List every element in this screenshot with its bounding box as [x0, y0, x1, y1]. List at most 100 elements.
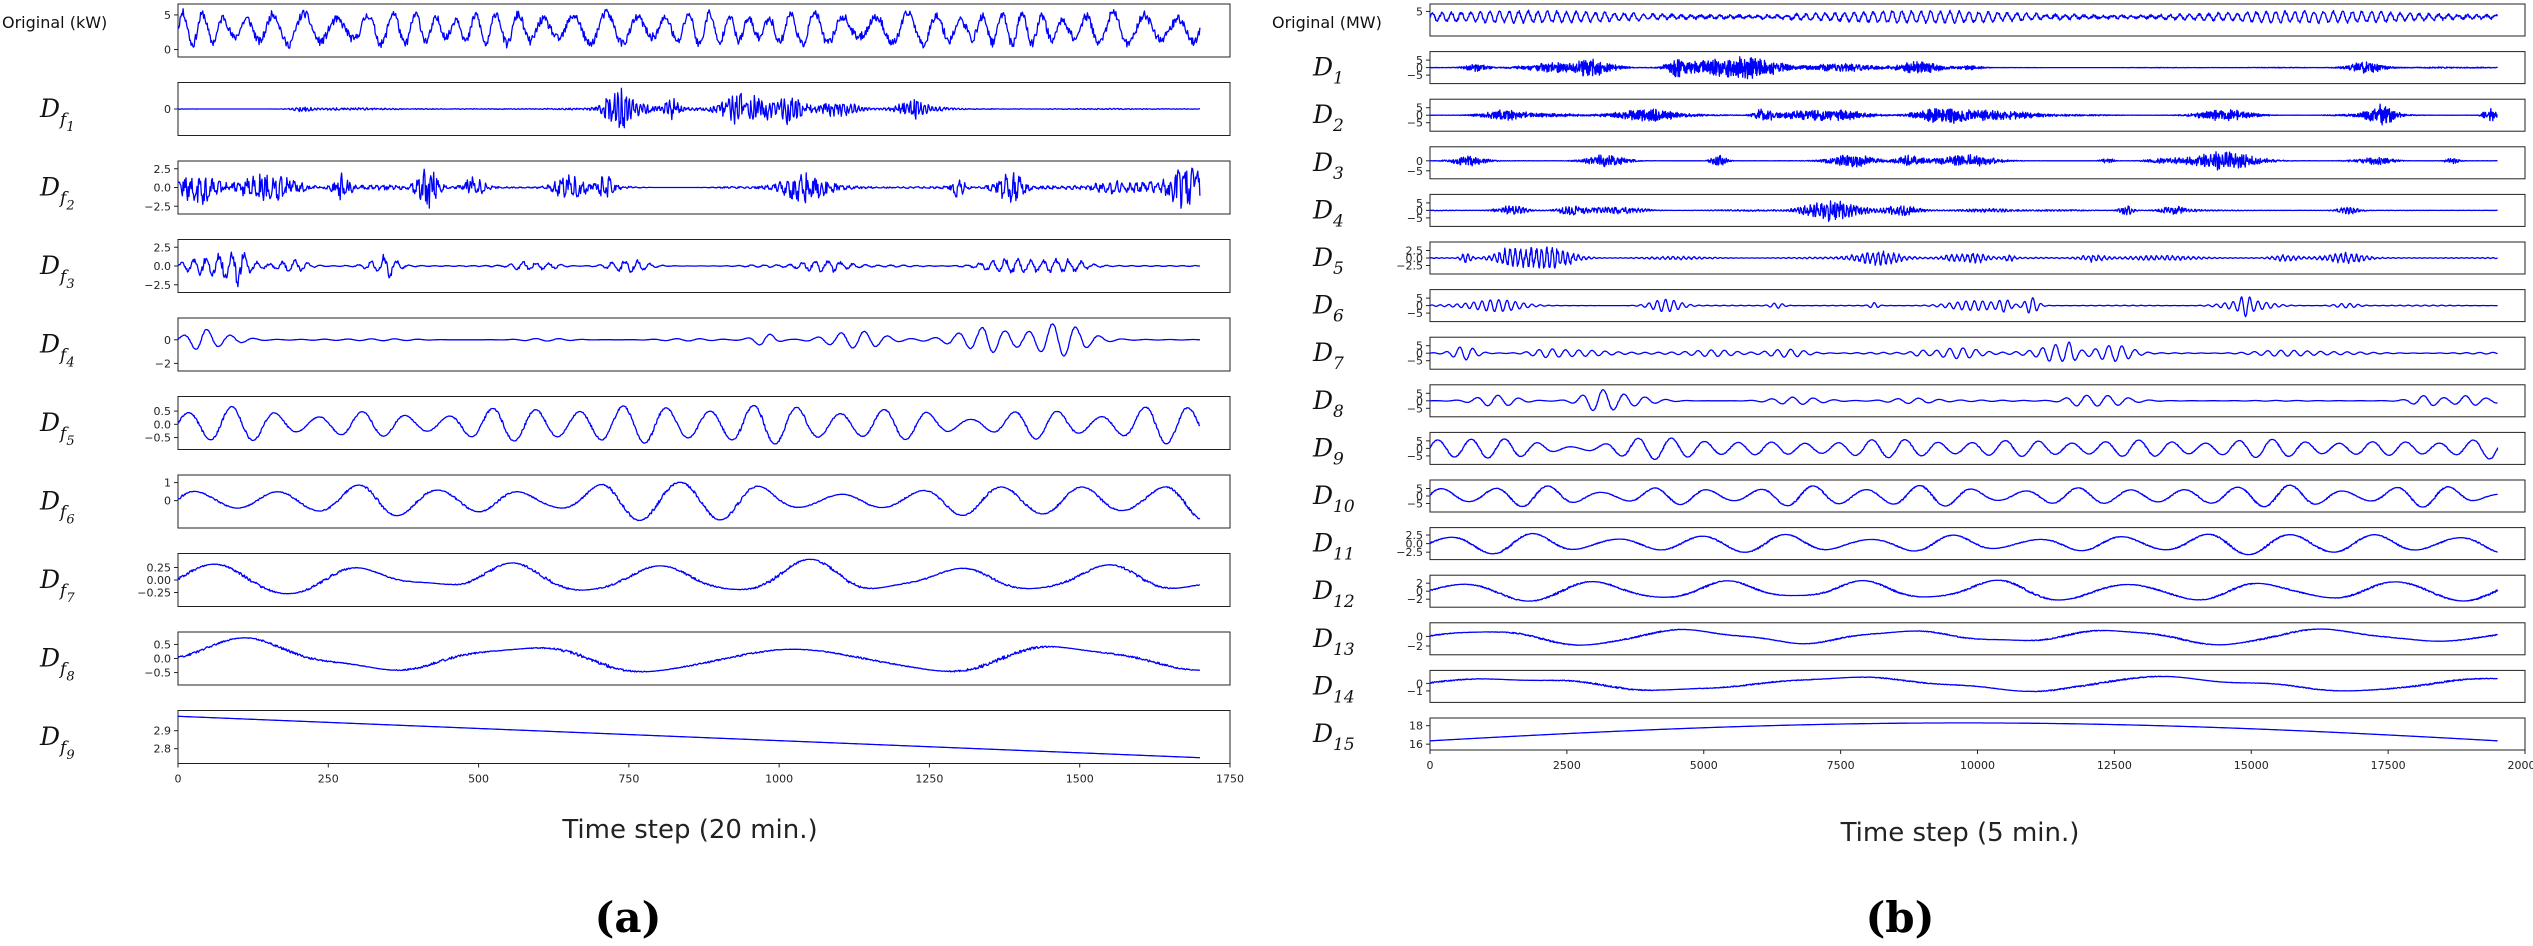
subplot-frame — [1429, 527, 2526, 561]
panel-a-x-axis-label: Time step (20 min.) — [561, 815, 817, 845]
component-name: Df8 — [39, 644, 75, 685]
component-name-sub: 5 — [1333, 259, 1344, 279]
subplot-component-10: 50−5 D10 — [1312, 479, 2526, 517]
y-tick-label: −2 — [1407, 593, 1423, 606]
x-tick-label: 12500 — [2097, 759, 2132, 772]
subplot-component-15: 18 16 D15 — [1312, 717, 2526, 755]
component-name: D14 — [1312, 671, 1355, 707]
y-tick-label: 0.0 — [154, 418, 172, 431]
y-tick-label: 0 — [1416, 155, 1423, 168]
y-tick-label: 0.00 — [147, 574, 172, 587]
subplot-frame — [1429, 431, 2526, 465]
subplot-component-5: 2.50.0−2.5 D5 — [1312, 241, 2526, 279]
y-tick-label: 0 — [1416, 347, 1423, 360]
series-line — [177, 558, 1200, 595]
y-tick-label: −5 — [1407, 355, 1423, 368]
component-name-sub2: 6 — [66, 513, 74, 528]
y-tick-label: 0.25 — [147, 562, 172, 575]
component-name-base: D — [1312, 100, 1333, 129]
y-tick-label: 0 — [164, 44, 171, 57]
subplot-component-9: 2.9 2.8 Df9 — [39, 710, 1231, 764]
component-name-sub: f — [58, 738, 69, 758]
y-tick-label: 0 — [1416, 630, 1423, 643]
y-tick-label: −5 — [1407, 498, 1423, 511]
component-name: Df2 — [39, 173, 75, 214]
y-tick-label: 5 — [1416, 102, 1423, 115]
component-name-sub: 2 — [1332, 116, 1344, 136]
y-tick-label: 5 — [1416, 387, 1423, 400]
component-name-base: D — [1312, 148, 1333, 177]
subplot-component-4: 50−5 D4 — [1312, 193, 2526, 231]
y-tick-label: 18 — [1409, 720, 1423, 733]
y-tick-label: 0.0 — [154, 182, 172, 195]
series-line — [1429, 151, 2498, 171]
y-tick-label: 0.0 — [1406, 252, 1424, 265]
y-tick-label: −5 — [1407, 165, 1423, 178]
component-name: D3 — [1312, 148, 1344, 184]
y-tick-label: 0.0 — [154, 653, 172, 666]
component-name-sub2: 7 — [66, 591, 75, 606]
component-name-base: D — [39, 173, 60, 202]
component-name: Df6 — [39, 487, 75, 528]
y-tick-label: −2.5 — [1396, 546, 1423, 559]
y-tick-label: 5 — [164, 9, 171, 22]
component-name-base: D — [1312, 291, 1333, 320]
y-tick-label: 0 — [1416, 585, 1423, 598]
y-tick-label: 0 — [1416, 395, 1423, 408]
component-name-sub: 15 — [1333, 735, 1355, 755]
component-name: Df5 — [39, 408, 75, 449]
y-tick-label: 5 — [1416, 5, 1423, 18]
component-name-base: D — [1312, 338, 1333, 367]
subplot-component-7: 50−5 D7 — [1312, 336, 2526, 374]
series-line — [178, 715, 1200, 759]
component-name: Df9 — [39, 722, 75, 763]
y-tick-label: 5 — [1416, 197, 1423, 210]
series-line — [178, 87, 1201, 129]
subplot-frame — [1429, 336, 2526, 370]
series-line — [177, 637, 1201, 673]
component-name: Df7 — [39, 565, 75, 606]
series-line — [1429, 579, 2499, 602]
subplot-component-1: 50−5 D1 — [1312, 51, 2526, 89]
component-name-sub: f — [58, 267, 69, 287]
series-line — [1429, 675, 2498, 693]
subplot-original: 5 Original (MW) — [1272, 3, 2526, 37]
component-name-sub: 12 — [1333, 592, 1355, 612]
series-line — [1429, 532, 2498, 556]
component-name: Df1 — [39, 94, 75, 135]
subplot-title: Original (MW) — [1272, 13, 1382, 32]
subplot-component-11: 2.50.0−2.5 D11 — [1312, 527, 2526, 565]
y-tick-label: 5 — [1416, 435, 1423, 448]
component-name: D1 — [1312, 53, 1344, 89]
panel-b-label: (b) — [1865, 893, 1934, 942]
component-name: D12 — [1312, 576, 1355, 612]
component-name: Df4 — [39, 330, 75, 371]
subplot-frame — [1429, 574, 2526, 608]
component-name-sub2: 1 — [66, 120, 74, 135]
y-tick-label: 2.5 — [154, 241, 172, 254]
series-line — [1429, 389, 2498, 412]
component-name: D13 — [1312, 624, 1355, 660]
y-tick-label: −5 — [1407, 307, 1423, 320]
y-tick-label: 0 — [1416, 490, 1423, 503]
component-name-base: D — [1312, 529, 1333, 558]
component-name: Df3 — [39, 251, 75, 292]
component-name: D7 — [1312, 338, 1344, 374]
y-tick-label: 2.5 — [1406, 529, 1424, 542]
component-name: D8 — [1312, 386, 1344, 422]
subplot-component-13: 0−2 D13 — [1312, 622, 2526, 660]
subplot-component-3: 2.5 0.0 −2.5 Df3 — [39, 239, 1231, 293]
component-name-sub: f — [58, 424, 69, 444]
x-tick-label: 1500 — [1066, 773, 1094, 786]
y-tick-label: 0.5 — [154, 405, 172, 418]
panel-b-x-axis-label: Time step (5 min.) — [1840, 818, 2080, 848]
subplot-frame — [177, 317, 1231, 372]
component-name-sub: f — [58, 189, 69, 209]
component-name-sub2: 3 — [66, 277, 74, 292]
y-tick-label: −2.5 — [1396, 260, 1423, 273]
y-tick-label: 0 — [164, 103, 171, 116]
subplot-frame — [177, 631, 1231, 686]
x-tick-label: 0 — [1427, 759, 1434, 772]
y-tick-label: −1 — [1407, 685, 1423, 698]
